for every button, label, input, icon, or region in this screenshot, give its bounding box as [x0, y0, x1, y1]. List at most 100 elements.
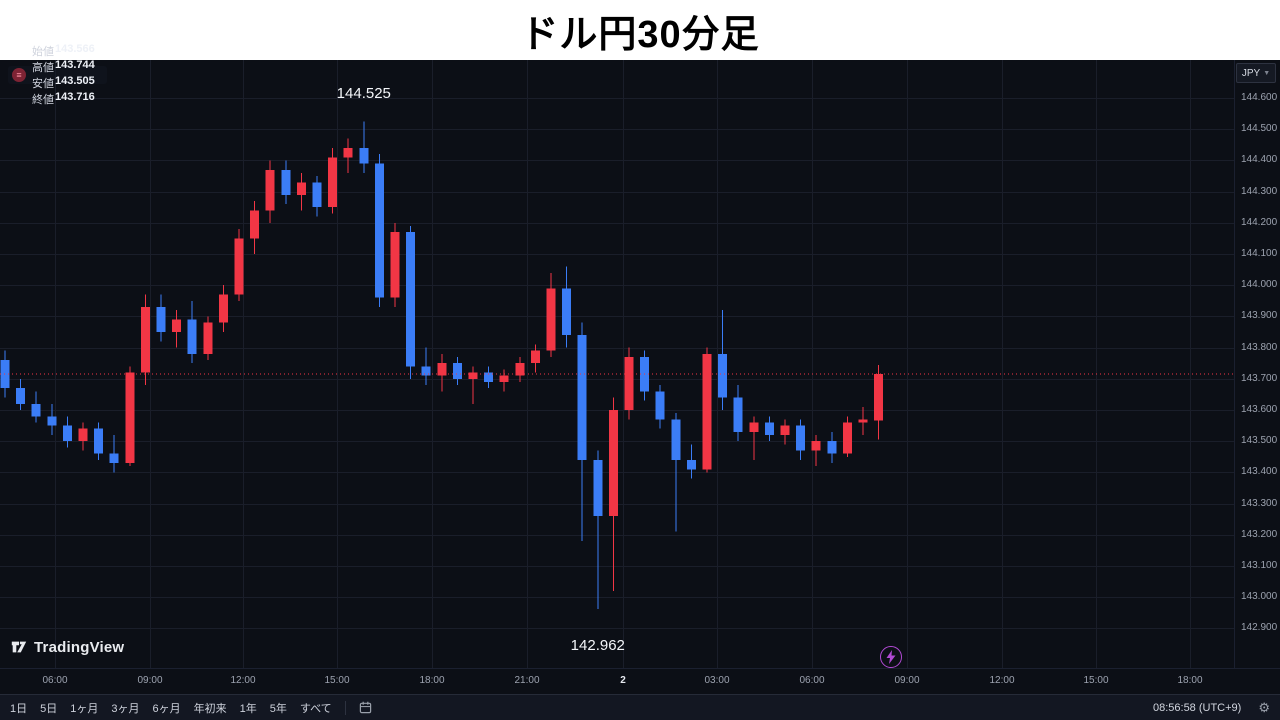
- time-axis-label: 06:00: [42, 675, 68, 686]
- range-button-8[interactable]: 5年: [270, 700, 287, 716]
- time-axis[interactable]: 06:00 09:00 12:00 15:00 18:00 21:00 2 03:00 06:0…: [0, 668, 1280, 694]
- price-axis[interactable]: 144.600 144.500 144.400 144.300 144.200 144.1…: [1234, 60, 1280, 668]
- candle: [686, 459, 696, 470]
- candle: [858, 419, 868, 423]
- candle: [515, 363, 525, 376]
- time-axis-label: 06:00: [799, 675, 825, 686]
- tradingview-mark-icon: [11, 641, 27, 653]
- time-axis-label: 15:00: [1083, 675, 1109, 686]
- range-button-3[interactable]: 1ヶ月: [70, 700, 98, 716]
- ohlc-label: 終値: [32, 94, 54, 106]
- candle: [234, 238, 244, 295]
- price-axis-label: 143.300: [1241, 497, 1278, 509]
- gear-icon[interactable]: ⚙: [1258, 699, 1270, 715]
- candle: [62, 425, 72, 442]
- ohlc-item: 始値 143.566: [32, 43, 95, 59]
- price-axis-label: 143.400: [1241, 466, 1278, 478]
- candle: [780, 425, 790, 435]
- price-axis-label: 144.600: [1241, 92, 1278, 104]
- candle: [811, 441, 821, 451]
- clock-label[interactable]: 08:56:58 (UTC+9): [1152, 701, 1242, 714]
- candle: [702, 353, 712, 470]
- candle: [281, 169, 291, 195]
- candle: [218, 294, 228, 323]
- price-axis-label: 143.800: [1241, 341, 1278, 353]
- candle: [796, 425, 806, 451]
- ohlc-value: 143.505: [55, 75, 95, 87]
- candle: [359, 147, 369, 164]
- ohlc-value: 143.744: [55, 59, 95, 71]
- candle: [203, 322, 213, 354]
- tradingview-logo[interactable]: TradingView: [10, 638, 124, 656]
- price-axis-label: 144.100: [1241, 248, 1278, 260]
- tradingview-logo-text: TradingView: [34, 638, 125, 656]
- low-annotation: 142.962: [570, 637, 625, 655]
- range-button-5[interactable]: 6ヶ月: [153, 700, 181, 716]
- time-axis-label: 09:00: [894, 675, 920, 686]
- candle: [328, 157, 338, 208]
- price-axis-label: 143.100: [1241, 559, 1278, 571]
- candle: [593, 459, 603, 517]
- candle: [624, 356, 634, 411]
- candle: [16, 388, 26, 404]
- candle: [140, 307, 150, 373]
- bottom-toolbar: 1日 5日 1ヶ月 3ヶ月 6ヶ月 年初来 1年 5年 すべて 08:56:58 (UTC+9)…: [0, 694, 1280, 720]
- candle: [406, 232, 416, 367]
- candle: [343, 147, 353, 158]
- candle: [842, 422, 852, 454]
- candle: [312, 182, 322, 208]
- candle: [250, 210, 260, 239]
- price-axis-label: 142.900: [1241, 622, 1278, 634]
- candle: [374, 163, 384, 298]
- price-axis-label: 143.200: [1241, 528, 1278, 540]
- time-axis-label: 2: [620, 675, 626, 686]
- candle: [484, 372, 494, 382]
- lightning-icon[interactable]: [880, 646, 902, 668]
- range-button-9[interactable]: すべて: [300, 700, 332, 716]
- price-axis-label: 143.700: [1241, 372, 1278, 384]
- candle: [47, 416, 57, 426]
- time-axis-label: 18:00: [1177, 675, 1203, 686]
- range-button-6[interactable]: 年初来: [194, 700, 227, 716]
- time-axis-label: 18:00: [419, 675, 445, 686]
- range-button-2[interactable]: 5日: [40, 700, 57, 716]
- range-button-1[interactable]: 1日: [10, 700, 27, 716]
- candle: [608, 410, 618, 517]
- candle: [421, 366, 431, 376]
- price-axis-label: 144.200: [1241, 216, 1278, 228]
- range-button-4[interactable]: 3ヶ月: [111, 700, 139, 716]
- range-button-7[interactable]: 1年: [240, 700, 257, 716]
- candle: [733, 397, 743, 432]
- chevron-down-icon: ▼: [1263, 69, 1271, 77]
- candle: [452, 363, 462, 379]
- candle: [671, 419, 681, 460]
- ohlc-label: 安値: [32, 78, 54, 90]
- candle: [390, 232, 400, 298]
- price-axis-label: 143.600: [1241, 404, 1278, 415]
- candle: [156, 307, 166, 333]
- high-annotation: 144.525: [336, 85, 391, 103]
- candle: [718, 353, 728, 398]
- page-title: ドル円30分足: [0, 0, 1280, 60]
- ohlc-value: 143.566: [55, 43, 95, 55]
- candle: [546, 288, 556, 351]
- candle: [874, 373, 884, 421]
- candle: [296, 182, 306, 195]
- price-axis-label: 143.000: [1241, 591, 1278, 603]
- candlestick-plot[interactable]: [0, 60, 1234, 668]
- currency-dropdown[interactable]: JPY ▼: [1236, 63, 1276, 83]
- candle: [94, 428, 104, 454]
- ohlc-item: 安値 143.505: [32, 75, 95, 91]
- candle: [109, 453, 119, 464]
- price-axis-label: 144.500: [1241, 123, 1278, 135]
- calendar-icon[interactable]: [359, 701, 372, 714]
- instrument-menu-icon[interactable]: ≡: [12, 68, 26, 82]
- candle: [468, 372, 478, 379]
- toolbar-divider: [344, 700, 346, 715]
- time-axis-label: 21:00: [514, 675, 540, 686]
- price-axis-label: 143.900: [1241, 310, 1278, 322]
- ohlc-legend: ≡ 始値 143.566 高値 143.744 安値 143.505 終値 143.716: [8, 43, 107, 106]
- price-axis-label: 144.000: [1241, 279, 1278, 291]
- time-axis-label: 12:00: [989, 675, 1015, 686]
- candle: [187, 319, 197, 354]
